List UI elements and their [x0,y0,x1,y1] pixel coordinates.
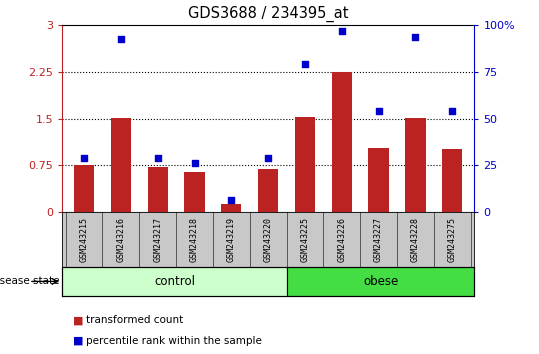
Point [448,108,457,114]
Text: GSM243220: GSM243220 [264,217,273,262]
Text: ■: ■ [73,336,83,346]
Bar [184,172,205,212]
Point [337,28,346,34]
Point [227,197,236,202]
Text: GSM243225: GSM243225 [300,217,309,262]
Bar [74,165,94,212]
Text: GSM243226: GSM243226 [337,217,346,262]
Bar [221,204,241,212]
Bar [295,117,315,212]
Text: GSM243219: GSM243219 [227,217,236,262]
Bar [369,148,389,212]
Text: ■: ■ [73,315,83,325]
Text: control: control [154,275,195,288]
Text: disease state: disease state [0,276,59,286]
Point [154,155,162,161]
Text: obese: obese [363,275,398,288]
Text: GSM243216: GSM243216 [116,217,126,262]
Text: GSM243218: GSM243218 [190,217,199,262]
Bar [405,118,425,212]
Point [190,160,199,166]
Text: GSM243228: GSM243228 [411,217,420,262]
Title: GDS3688 / 234395_at: GDS3688 / 234395_at [188,6,348,22]
Bar [258,169,278,212]
Bar [111,118,131,212]
Bar [287,267,474,296]
Point [80,155,88,161]
Text: transformed count: transformed count [86,315,183,325]
Text: GSM243215: GSM243215 [80,217,88,262]
Point [374,108,383,114]
Text: percentile rank within the sample: percentile rank within the sample [86,336,262,346]
Bar [331,72,352,212]
Text: GSM243227: GSM243227 [374,217,383,262]
Point [116,36,125,42]
Bar [148,167,168,212]
Bar [442,149,462,212]
Text: GSM243275: GSM243275 [448,217,457,262]
Text: GSM243217: GSM243217 [153,217,162,262]
Point [411,35,420,40]
Point [301,61,309,67]
Bar [62,267,287,296]
Point [264,155,273,161]
